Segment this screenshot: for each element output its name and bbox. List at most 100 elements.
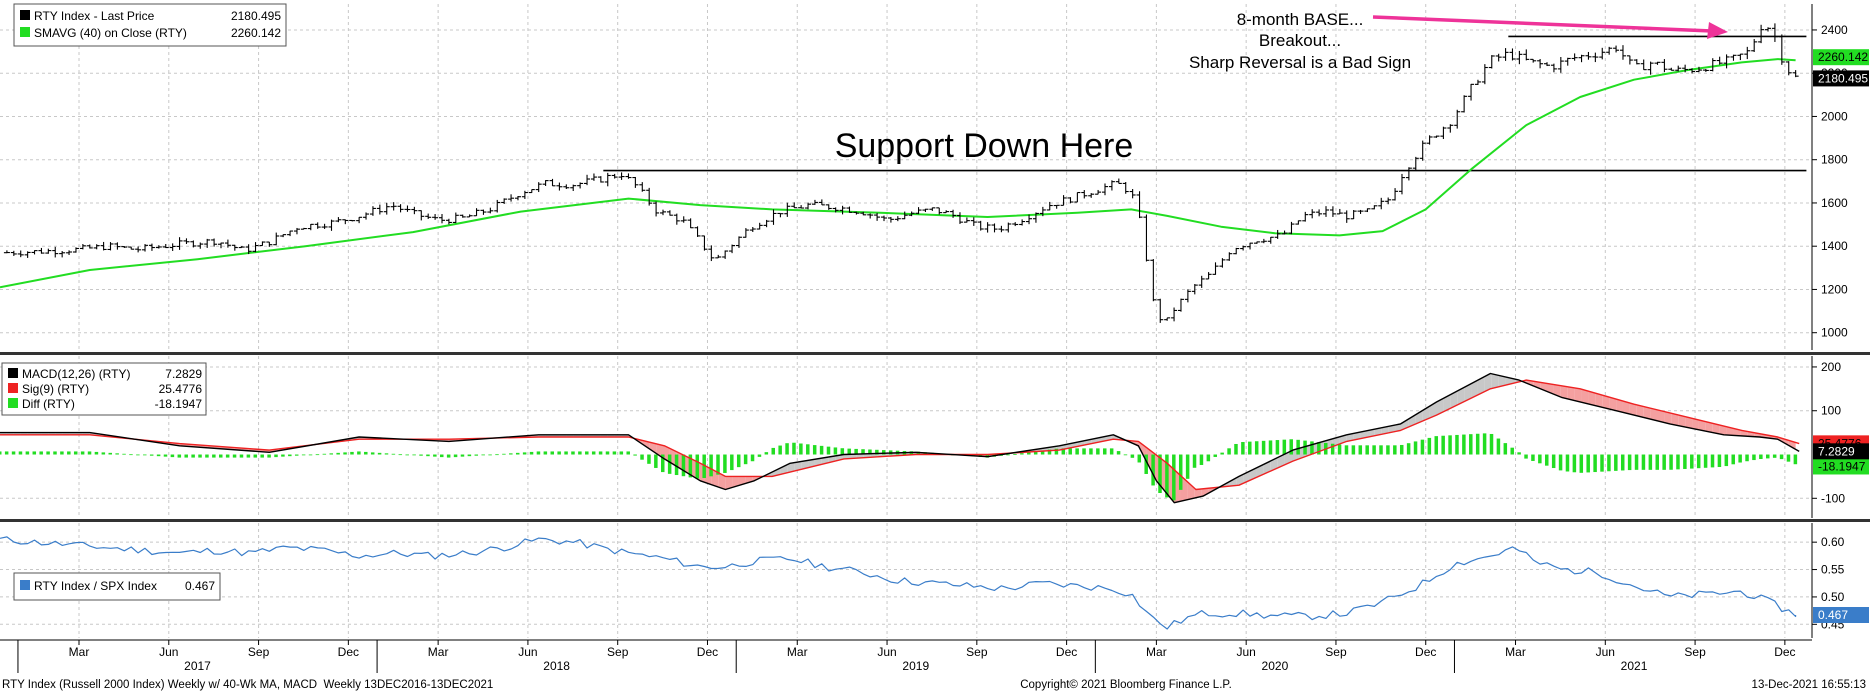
diff-bar	[1275, 440, 1280, 455]
diff-bar	[177, 454, 182, 458]
diff-bar	[115, 453, 119, 455]
legend-swatch-price	[20, 10, 30, 20]
diff-bar	[1503, 443, 1508, 455]
price-y-tick-label: 1600	[1821, 196, 1848, 210]
diff-bar	[1020, 453, 1024, 455]
footer-title: RTY Index (Russell 2000 Index) Weekly w/…	[2, 679, 493, 691]
price-tag-last-bg	[1813, 70, 1869, 87]
diff-bar	[1399, 444, 1404, 455]
legend-swatch-signal	[8, 383, 18, 393]
macd-signal-fill	[1719, 425, 1727, 435]
x-tick-label-year: 2020	[1262, 659, 1289, 673]
diff-bar	[743, 454, 748, 465]
panel-divider-bottom[interactable]	[0, 519, 1870, 522]
diff-bar	[253, 454, 258, 458]
macd-signal-fill	[1491, 373, 1499, 389]
macd-signal-fill	[1602, 395, 1610, 410]
diff-bar	[1524, 454, 1528, 459]
macd-signal-fill	[801, 460, 809, 470]
legend-label-price: RTY Index - Last Price	[34, 9, 155, 23]
sma-line	[0, 58, 1796, 289]
x-tick-label-month: Sep	[1684, 645, 1706, 659]
x-tick-label-month: Sep	[1325, 645, 1347, 659]
diff-bar	[343, 452, 347, 455]
macd-signal-fill	[725, 476, 733, 490]
macd-signal-fill	[1533, 381, 1541, 389]
x-tick-label-month: Mar	[69, 645, 90, 659]
macd-signal-fill	[1346, 433, 1354, 442]
diff-bar	[364, 451, 368, 455]
diff-bar	[1206, 454, 1211, 462]
diff-bar	[598, 451, 603, 455]
diff-bar	[163, 454, 168, 457]
diff-bar	[405, 454, 409, 456]
diff-bar	[826, 446, 831, 455]
macd-signal-fill	[1111, 435, 1119, 440]
diff-bar	[1724, 454, 1729, 467]
diff-bar	[778, 445, 782, 455]
diff-bar	[467, 454, 472, 457]
macd-signal-fill	[642, 440, 650, 449]
diff-bar	[274, 454, 278, 458]
diff-bar	[1310, 441, 1314, 455]
diff-bar	[315, 454, 320, 456]
diff-bar	[239, 454, 244, 458]
diff-bar	[1786, 454, 1791, 462]
diff-bar	[308, 454, 313, 456]
diff-bar	[1040, 450, 1045, 455]
diff-bar	[129, 454, 133, 456]
legend-value-ratio: 0.467	[185, 579, 215, 593]
macd-signal-fill	[1187, 482, 1195, 500]
diff-bar	[1455, 434, 1459, 455]
macd-signal-fill	[1671, 413, 1679, 426]
diff-bar	[785, 443, 789, 455]
diff-bar	[80, 451, 85, 455]
diff-bar	[1669, 454, 1673, 470]
diff-bar	[515, 452, 520, 455]
diff-bar	[716, 454, 720, 475]
diff-bar	[1469, 434, 1473, 455]
macd-signal-fill	[1685, 416, 1693, 429]
diff-bar	[1103, 448, 1107, 455]
diff-bar	[1254, 441, 1259, 455]
diff-bar	[1586, 454, 1590, 473]
diff-bar	[1344, 445, 1349, 455]
diff-bar	[1703, 454, 1708, 468]
diff-bar	[1172, 454, 1176, 501]
diff-bar	[1130, 454, 1135, 458]
diff-bar	[1061, 448, 1066, 455]
diff-bar	[1261, 440, 1266, 455]
diff-bar	[433, 454, 437, 457]
diff-bar	[1013, 454, 1017, 455]
diff-bar	[1248, 441, 1252, 455]
diff-bar	[370, 452, 375, 455]
diff-bar	[1558, 454, 1563, 471]
diff-bar	[294, 454, 299, 456]
x-tick-label-month: Mar	[428, 645, 449, 659]
diff-bar	[1185, 454, 1190, 479]
diff-bar	[232, 454, 237, 458]
x-tick-label-month: Jun	[1596, 645, 1615, 659]
macd-signal-fill	[1622, 401, 1630, 415]
annotation-reversal: Sharp Reversal is a Bad Sign	[1189, 53, 1411, 72]
legend-value-signal: 25.4776	[159, 382, 203, 396]
diff-bar	[170, 454, 175, 458]
panel-divider-top[interactable]	[0, 352, 1870, 355]
macd-signal-fill	[1180, 475, 1188, 502]
macd-signal-fill	[1512, 378, 1520, 384]
ratio-y-tick-label: 0.60	[1821, 535, 1845, 549]
legend-value-price: 2180.495	[231, 9, 281, 23]
diff-bar	[861, 449, 865, 455]
diff-bar	[1096, 448, 1100, 455]
diff-bar	[1234, 443, 1238, 455]
macd-signal-fill	[1567, 386, 1575, 401]
legend-value-macd: 7.2829	[165, 367, 202, 381]
diff-bar	[550, 451, 555, 455]
macd-signal-fill	[1450, 391, 1458, 409]
diff-bar	[426, 454, 430, 457]
macd-signal-fill	[1657, 409, 1665, 423]
diff-bar	[1358, 445, 1363, 455]
price-legend: RTY Index - Last Price 2180.495 SMAVG (4…	[13, 3, 287, 47]
macd-signal-fill	[1705, 421, 1713, 433]
